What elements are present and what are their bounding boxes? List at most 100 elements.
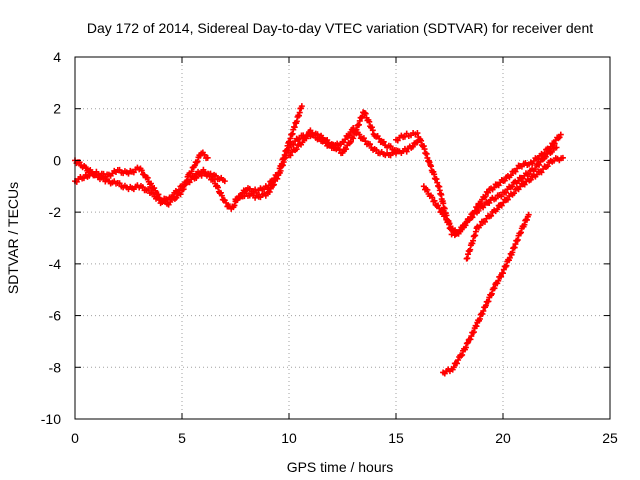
data-point bbox=[274, 175, 281, 182]
data-point bbox=[495, 277, 502, 284]
data-point bbox=[193, 159, 200, 166]
data-point bbox=[492, 195, 499, 202]
data-point bbox=[194, 158, 201, 165]
data-point bbox=[298, 103, 305, 110]
data-point bbox=[491, 184, 498, 191]
data-point bbox=[462, 344, 469, 351]
data-point bbox=[429, 194, 436, 201]
data-point bbox=[500, 270, 506, 277]
series-track-7 bbox=[420, 131, 564, 239]
data-point bbox=[473, 323, 480, 330]
data-point bbox=[353, 126, 360, 133]
data-point bbox=[217, 189, 224, 196]
x-tick-label: 0 bbox=[71, 430, 79, 446]
data-point bbox=[380, 138, 387, 145]
data-point bbox=[453, 360, 460, 367]
data-point bbox=[350, 135, 357, 142]
data-point bbox=[211, 176, 218, 183]
series-track-5 bbox=[286, 109, 399, 159]
x-tick-label: 25 bbox=[602, 430, 618, 446]
data-point bbox=[436, 205, 443, 212]
data-point bbox=[467, 215, 474, 222]
data-point bbox=[468, 333, 475, 340]
data-point bbox=[373, 146, 380, 153]
data-point bbox=[177, 191, 184, 198]
data-point bbox=[356, 117, 363, 124]
data-point bbox=[486, 199, 493, 206]
y-tick-label: 4 bbox=[53, 49, 61, 65]
data-point bbox=[200, 166, 207, 173]
data-point bbox=[367, 141, 374, 148]
y-tick-label: -6 bbox=[49, 308, 62, 324]
data-point bbox=[267, 185, 274, 192]
data-point bbox=[169, 193, 176, 200]
data-point bbox=[271, 181, 278, 188]
data-point bbox=[362, 110, 369, 117]
data-point bbox=[501, 177, 508, 184]
data-point bbox=[403, 148, 410, 155]
data-point bbox=[536, 161, 543, 168]
data-point bbox=[476, 315, 483, 322]
data-point bbox=[139, 184, 146, 191]
data-point bbox=[366, 118, 373, 125]
data-point bbox=[293, 146, 300, 153]
y-axis-label: SDTVAR / TECUs bbox=[5, 182, 21, 294]
data-point bbox=[223, 199, 230, 206]
data-point bbox=[359, 113, 366, 120]
data-point bbox=[460, 224, 467, 231]
y-tick-label: -8 bbox=[49, 359, 62, 375]
data-point bbox=[502, 263, 509, 270]
data-point bbox=[467, 336, 474, 343]
plot-border bbox=[74, 56, 611, 420]
data-point bbox=[369, 127, 376, 134]
data-point bbox=[507, 172, 514, 179]
data-point bbox=[455, 357, 462, 364]
chart-title: Day 172 of 2014, Sidereal Day-to-day VTE… bbox=[87, 20, 593, 36]
data-point bbox=[482, 302, 489, 309]
data-point bbox=[535, 156, 542, 163]
data-point bbox=[512, 168, 519, 175]
series-track-2 bbox=[72, 157, 228, 207]
x-tick-label: 5 bbox=[178, 430, 186, 446]
data-point bbox=[521, 181, 528, 188]
data-point bbox=[450, 364, 457, 371]
data-point bbox=[266, 189, 273, 195]
data-point bbox=[459, 351, 466, 358]
series-track-8 bbox=[463, 154, 566, 262]
data-point bbox=[485, 298, 492, 305]
data-point bbox=[252, 186, 259, 193]
data-point bbox=[82, 164, 89, 171]
data-point bbox=[527, 176, 534, 183]
data-point bbox=[424, 186, 431, 193]
data-point bbox=[387, 143, 394, 150]
data-point bbox=[144, 174, 151, 181]
data-point bbox=[538, 169, 545, 176]
data-point bbox=[286, 144, 292, 151]
data-point bbox=[503, 262, 510, 269]
data-point bbox=[319, 134, 326, 141]
data-point bbox=[557, 131, 564, 138]
data-point bbox=[474, 204, 481, 211]
data-point bbox=[324, 136, 331, 143]
data-point bbox=[116, 180, 123, 187]
data-point bbox=[314, 131, 321, 138]
data-point bbox=[212, 172, 219, 179]
data-point bbox=[446, 220, 453, 227]
data-point bbox=[360, 135, 367, 142]
data-point bbox=[206, 173, 213, 180]
data-point bbox=[503, 189, 510, 196]
data-point bbox=[523, 216, 530, 223]
data-point bbox=[500, 199, 507, 206]
data-point bbox=[175, 187, 182, 194]
data-point bbox=[458, 352, 465, 359]
data-point bbox=[477, 222, 484, 229]
data-point bbox=[80, 175, 87, 182]
data-point bbox=[481, 218, 488, 225]
data-point bbox=[201, 151, 208, 158]
data-point bbox=[218, 192, 225, 199]
data-point bbox=[494, 206, 501, 213]
data-point bbox=[435, 202, 442, 209]
axes: 0 5 10 15 20 25 -10 -8 -6 -4 -2 0 2 4 bbox=[41, 49, 618, 446]
data-point bbox=[214, 184, 221, 191]
